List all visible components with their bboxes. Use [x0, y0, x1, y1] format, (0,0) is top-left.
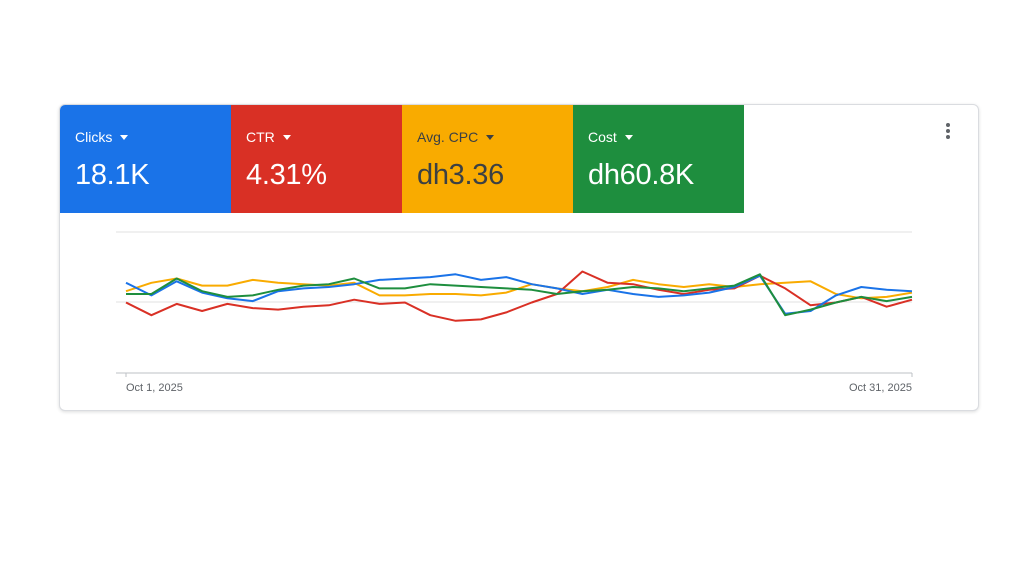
dropdown-arrow-icon: [486, 135, 495, 140]
more-options-button[interactable]: [936, 119, 960, 143]
metric-tile-clicks[interactable]: Clicks 18.1K: [60, 105, 231, 213]
chart-x-axis: Oct 1, 2025 Oct 31, 2025: [126, 382, 912, 394]
metric-selector-avg-cpc[interactable]: Avg. CPC: [417, 129, 573, 145]
metric-selector-ctr[interactable]: CTR: [246, 129, 402, 145]
x-tick-label-end: Oct 31, 2025: [849, 382, 912, 394]
dropdown-arrow-icon: [120, 135, 129, 140]
metric-tiles: Clicks 18.1K CTR 4.31% Avg. CPC dh3.36 C…: [60, 105, 744, 213]
metric-value: 18.1K: [75, 159, 150, 191]
chart-grid: [116, 231, 913, 377]
series-line-cost: [126, 273, 913, 317]
metric-label: Cost: [588, 129, 617, 145]
performance-card: Clicks 18.1K CTR 4.31% Avg. CPC dh3.36 C…: [59, 104, 979, 411]
metric-tile-avg-cpc[interactable]: Avg. CPC dh3.36: [402, 105, 573, 213]
metric-value: dh60.8K: [588, 159, 694, 191]
dropdown-arrow-icon: [624, 135, 633, 140]
metric-label: CTR: [246, 129, 275, 145]
more-vert-icon: [946, 123, 950, 139]
dropdown-arrow-icon: [282, 135, 291, 140]
metric-value: 4.31%: [246, 159, 327, 191]
metric-selector-cost[interactable]: Cost: [588, 129, 744, 145]
metric-tile-ctr[interactable]: CTR 4.31%: [231, 105, 402, 213]
line-chart: Oct 1, 2025 Oct 31, 2025: [116, 231, 913, 394]
metric-tile-cost[interactable]: Cost dh60.8K: [573, 105, 744, 213]
chart-series: [125, 270, 913, 322]
metric-value: dh3.36: [417, 159, 504, 191]
metric-label: Avg. CPC: [417, 129, 479, 145]
series-line-ctr: [125, 270, 913, 322]
metric-selector-clicks[interactable]: Clicks: [75, 129, 231, 145]
x-tick-label-start: Oct 1, 2025: [126, 382, 183, 394]
metric-label: Clicks: [75, 129, 113, 145]
